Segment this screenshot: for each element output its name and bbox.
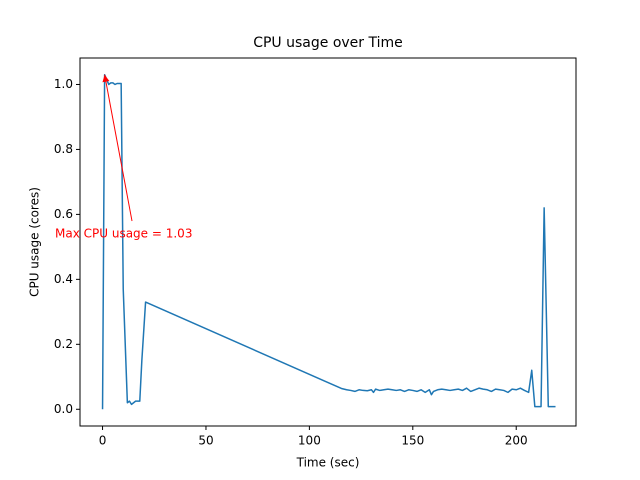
- x-tick-label: 150: [401, 434, 424, 448]
- x-tick-label: 50: [198, 434, 213, 448]
- x-axis-label: Time (sec): [296, 456, 360, 470]
- annotation-text: Max CPU usage = 1.03: [55, 227, 192, 241]
- y-tick-label: 1.0: [54, 77, 73, 91]
- y-tick-label: 0.6: [54, 207, 73, 221]
- y-axis-label: CPU usage (cores): [28, 187, 42, 297]
- chart-title: CPU usage over Time: [253, 35, 403, 51]
- annotation-arrowhead: [102, 74, 110, 83]
- y-tick-label: 0.0: [54, 402, 73, 416]
- plot-frame: [79, 57, 577, 427]
- y-tick-label: 0.8: [54, 142, 73, 156]
- y-tick-label: 0.4: [54, 272, 73, 286]
- x-tick-label: 0: [99, 434, 107, 448]
- x-tick-label: 100: [298, 434, 321, 448]
- data-line: [101, 73, 556, 410]
- y-tick-label: 0.2: [54, 337, 73, 351]
- annotation-arrow: [104, 74, 133, 222]
- x-tick-label: 200: [505, 434, 528, 448]
